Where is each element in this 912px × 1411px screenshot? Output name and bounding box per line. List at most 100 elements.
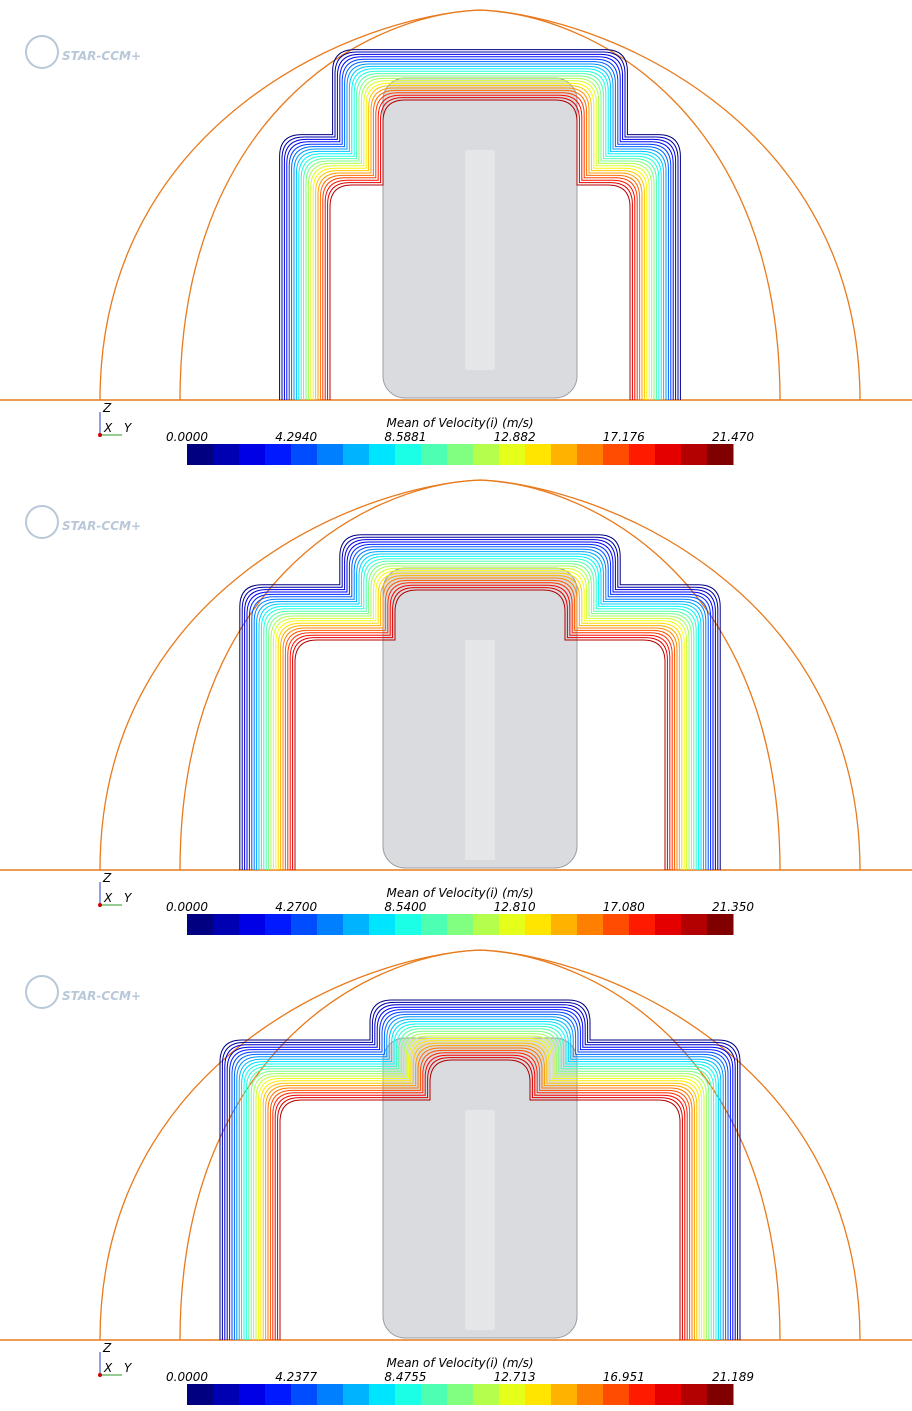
rail-web [465, 640, 495, 860]
colorbar-swatch [655, 914, 682, 935]
axis-origin [98, 433, 102, 437]
logo-text: STAR-CCM+ [62, 49, 141, 63]
colorbar-tick-label: 8.5400 [384, 900, 426, 914]
colorbar-tick-label: 12.882 [494, 430, 536, 444]
logo-text: STAR-CCM+ [62, 519, 141, 533]
colorbar-tick-label: 21.470 [712, 430, 754, 444]
colorbar-swatch [707, 914, 734, 935]
colorbar-title: Mean of Velocity(i) (m/s) [386, 1356, 533, 1370]
colorbar-swatch [213, 914, 240, 935]
colorbar-swatch [239, 1384, 266, 1405]
colorbar-swatch [343, 444, 370, 465]
axis-y-label: Y [124, 891, 133, 905]
colorbar-swatch [629, 1384, 656, 1405]
colorbar-swatch [187, 914, 214, 935]
axis-z-label: Z [102, 1341, 112, 1355]
colorbar-swatch [265, 914, 292, 935]
colorbar-swatch [655, 444, 682, 465]
colorbar-swatch [239, 914, 266, 935]
colorbar-swatch [473, 1384, 500, 1405]
colorbar-swatch [213, 444, 240, 465]
colorbar-tick-label: 0.0000 [166, 430, 208, 444]
colorbar-swatch [447, 444, 474, 465]
colorbar-swatch [525, 444, 552, 465]
colorbar-tick-label: 21.189 [712, 1370, 754, 1384]
colorbar-swatch [525, 914, 552, 935]
colorbar-swatch [291, 1384, 318, 1405]
axis-y-label: Y [124, 421, 133, 435]
colorbar-title: Mean of Velocity(i) (m/s) [386, 416, 533, 430]
axis-y-label: Y [124, 1361, 133, 1375]
axis-x-label: X [103, 1361, 113, 1375]
colorbar-swatch [577, 914, 604, 935]
colorbar-swatch [395, 1384, 422, 1405]
colorbar-swatch [395, 914, 422, 935]
colorbar-swatch [291, 914, 318, 935]
axis-x-label: X [103, 421, 113, 435]
colorbar-swatch [707, 1384, 734, 1405]
axis-origin [98, 1373, 102, 1377]
colorbar-swatch [421, 444, 448, 465]
colorbar-tick-label: 0.0000 [166, 1370, 208, 1384]
colorbar-swatch [265, 444, 292, 465]
logo-icon [26, 506, 58, 538]
colorbar-swatch [421, 914, 448, 935]
colorbar-swatch [681, 1384, 708, 1405]
colorbar-tick-label: 12.810 [494, 900, 536, 914]
colorbar-swatch [213, 1384, 240, 1405]
colorbar-swatch [447, 1384, 474, 1405]
colorbar-swatch [681, 444, 708, 465]
screenshot: STAR-CCM+ZXYMean of Velocity(i) (m/s)0.0… [0, 0, 912, 1407]
colorbar-swatch [369, 444, 396, 465]
colorbar-swatch [369, 914, 396, 935]
colorbar-swatch [187, 444, 214, 465]
colorbar-swatch [603, 1384, 630, 1405]
colorbar-swatch [603, 444, 630, 465]
colorbar-tick-label: 4.2377 [275, 1370, 317, 1384]
colorbar-swatch [655, 1384, 682, 1405]
colorbar-swatch [577, 1384, 604, 1405]
colorbar-swatch [499, 1384, 526, 1405]
colorbar-tick-label: 4.2940 [275, 430, 317, 444]
colorbar-title: Mean of Velocity(i) (m/s) [386, 886, 533, 900]
colorbar-tick-label: 0.0000 [166, 900, 208, 914]
logo-text: STAR-CCM+ [62, 989, 141, 1003]
colorbar-swatch [317, 1384, 344, 1405]
colorbar-swatch [473, 914, 500, 935]
colorbar-swatch [499, 914, 526, 935]
colorbar-swatch [681, 914, 708, 935]
panel: STAR-CCM+ ZXY Mean of Velocity(i) (m/s) 0.0… [0, 10, 912, 465]
rail-web [465, 150, 495, 370]
colorbar-swatch [577, 444, 604, 465]
colorbar-swatch [551, 914, 578, 935]
colorbar-swatch [499, 444, 526, 465]
colorbar-swatch [629, 914, 656, 935]
logo-icon [26, 976, 58, 1008]
colorbar-swatch [239, 444, 266, 465]
colorbar-tick-label: 8.4755 [384, 1370, 426, 1384]
colorbar-swatch [395, 444, 422, 465]
colorbar-tick-label: 17.176 [603, 430, 645, 444]
colorbar-swatch [551, 444, 578, 465]
colorbar-swatch [421, 1384, 448, 1405]
axis-x-label: X [103, 891, 113, 905]
colorbar-swatch [473, 444, 500, 465]
colorbar-swatch [343, 1384, 370, 1405]
colorbar-swatch [343, 914, 370, 935]
axis-z-label: Z [102, 871, 112, 885]
axis-z-label: Z [102, 401, 112, 415]
colorbar-swatch [187, 1384, 214, 1405]
colorbar-swatch [369, 1384, 396, 1405]
colorbar-swatch [603, 914, 630, 935]
colorbar-tick-label: 4.2700 [275, 900, 317, 914]
colorbar-swatch [629, 444, 656, 465]
colorbar-swatch [447, 914, 474, 935]
colorbar-tick-label: 17.080 [603, 900, 645, 914]
page: STAR-CCM+ZXYMean of Velocity(i) (m/s)0.0… [0, 0, 912, 1407]
logo-icon [26, 36, 58, 68]
colorbar-swatch [707, 444, 734, 465]
colorbar-tick-label: 16.951 [603, 1370, 645, 1384]
rail-web [465, 1110, 495, 1330]
colorbar-swatch [291, 444, 318, 465]
